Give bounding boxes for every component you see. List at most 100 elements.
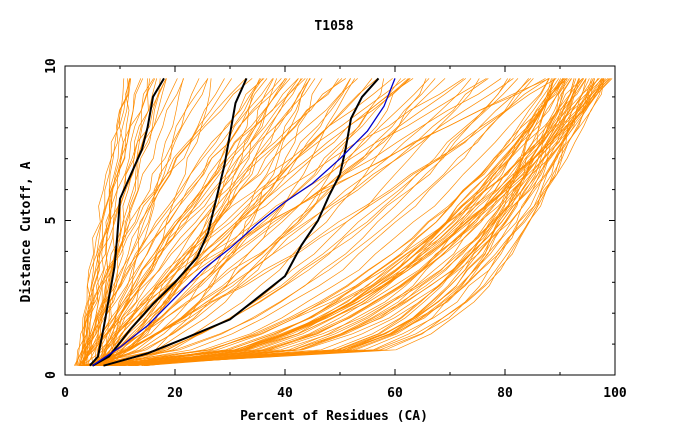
model-curve [112,78,575,367]
model-curve [95,78,385,367]
model-curve [82,78,130,366]
model-curve [93,78,564,367]
model-curve [102,78,200,366]
model-curve [75,78,253,366]
model-curve [106,78,604,367]
model-curve [78,78,263,366]
model-curve [143,78,595,367]
chart-title: T1058 [314,19,353,34]
model-curve [78,78,316,366]
highlight-curve-3 [103,77,380,367]
model-curve [101,78,446,367]
model-curve [102,78,609,367]
model-curve [112,78,550,367]
model-curve [113,78,587,367]
x-tick-label: 20 [167,386,183,401]
model-curve [85,78,142,366]
model-curve [145,78,567,367]
model-curve [86,78,306,366]
model-curve [105,78,502,366]
model-curve [79,78,603,367]
model-curve [122,78,585,367]
model-curve [100,78,550,367]
highlight-curve-2 [92,77,248,367]
y-tick-label: 0 [44,371,59,379]
model-curve [88,78,323,367]
highlight-curves [89,77,380,367]
reference-curve [92,78,396,367]
model-curve [97,78,299,366]
model-curve [94,78,148,366]
model-curve [89,78,596,367]
model-curve [132,78,605,367]
model-curve [129,78,594,367]
model-curve [141,78,565,367]
model-curve [134,78,610,367]
model-curve [83,78,185,366]
y-axis-title: Distance Cutoff, A [19,161,34,302]
model-curve [108,78,511,367]
model-curve [96,78,489,367]
model-curve [81,78,209,366]
model-curve [100,78,352,366]
model-curve [92,78,278,367]
model-curve [75,78,158,366]
model-curve [88,78,411,367]
model-curve [80,78,600,367]
x-tick-label: 100 [603,386,627,401]
model-curve [84,78,262,366]
model-curve [84,78,156,366]
axis-ticks: 0 20 40 60 80 100 0 5 10 [44,58,627,401]
model-curve [94,78,557,367]
model-curve [89,78,351,367]
model-curve [146,78,556,367]
model-curve [110,78,308,366]
model-curve [86,78,402,367]
model-curve [134,78,572,367]
model-curve [103,78,575,367]
x-tick-label: 60 [387,386,403,401]
model-curve [103,78,406,366]
model-curve [84,78,534,367]
model-curve [98,78,132,366]
model-curve [96,78,291,366]
model-curve [73,78,265,366]
model-curve [77,78,339,366]
model-curve [119,78,584,367]
model-curve [97,78,311,366]
model-curve [93,78,592,367]
model-curve [100,78,529,367]
model-curve [83,78,129,366]
model-curve [98,78,232,366]
model-curve [96,78,605,367]
model-curve [79,78,427,367]
model-curve [90,78,472,367]
y-tick-label: 5 [44,217,59,225]
model-curve [106,78,570,367]
model-curve [121,78,587,367]
reference-curve-line [92,78,396,367]
model-curve [107,78,594,367]
model-curve [112,78,583,367]
y-tick-label: 10 [44,58,59,74]
model-curves-bundle [73,78,613,367]
model-curve [99,78,311,367]
model-curve [82,78,178,366]
x-tick-label: 0 [61,386,69,401]
model-curve [96,78,409,366]
model-curve [96,78,430,367]
model-curve [144,78,560,367]
highlight-curve-1 [89,77,165,367]
model-curve [128,78,581,367]
model-curve [141,78,610,367]
model-curve [89,78,580,367]
model-curve [120,78,587,367]
model-curve [86,78,549,367]
model-curve [90,78,356,367]
model-curve [96,78,151,366]
model-curve [112,78,553,367]
model-curve [136,78,568,367]
x-tick-label: 80 [497,386,513,401]
model-curve [86,78,144,366]
